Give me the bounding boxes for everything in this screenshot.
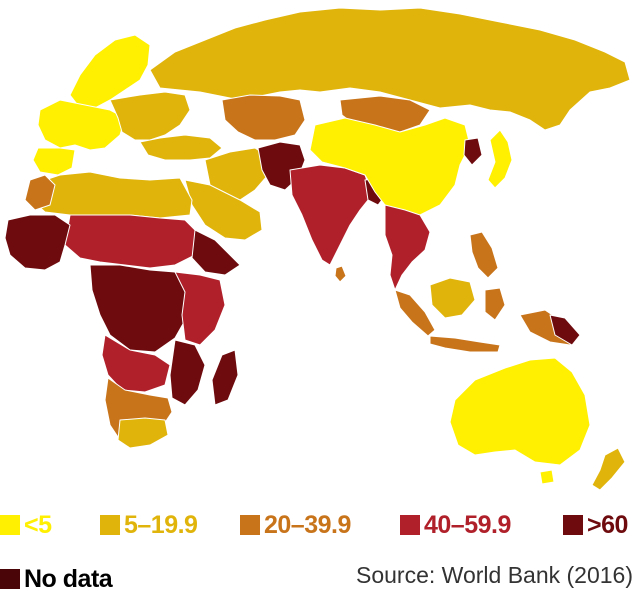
region-mozambique: [169, 339, 206, 406]
legend-label-nodata: No data: [24, 564, 113, 593]
legend-item-20-39: 20–39.9: [240, 510, 351, 540]
region-west-africa: [4, 214, 71, 271]
region-iberia: [32, 147, 76, 176]
legend-label-40-59: 40–59.9: [424, 510, 511, 539]
legend-swatch-5-19: [100, 515, 120, 535]
region-sahel: [64, 214, 201, 269]
legend-item-nodata: No data: [0, 564, 113, 594]
legend-swatch-lt5: [0, 515, 20, 535]
legend: <5 5–19.9 20–39.9 40–59.9 >60: [0, 510, 639, 540]
region-russia: [149, 7, 631, 131]
region-arabia: [184, 179, 263, 241]
region-south-africa: [117, 417, 169, 449]
region-east-africa: [174, 271, 226, 346]
legend-swatch-nodata: [0, 569, 20, 589]
region-borneo: [429, 277, 476, 319]
legend-label-gt60: >60: [587, 510, 628, 539]
legend-swatch-gt60: [563, 515, 583, 535]
legend-label-lt5: <5: [24, 510, 52, 539]
region-madagascar: [211, 349, 239, 406]
region-japan: [487, 129, 513, 189]
region-turkey: [139, 134, 223, 161]
region-sri-lanka: [334, 265, 347, 283]
region-india: [289, 164, 373, 266]
region-north-africa: [29, 171, 193, 219]
legend-item-5-19: 5–19.9: [100, 510, 198, 540]
region-png: [549, 314, 581, 346]
region-china: [309, 117, 471, 216]
legend-item-lt5: <5: [0, 510, 52, 540]
region-angola: [101, 334, 171, 393]
legend-swatch-40-59: [400, 515, 420, 535]
region-philippines: [469, 231, 499, 279]
legend-nodata-row: No data: [0, 564, 639, 594]
region-morocco: [24, 174, 56, 211]
choropleth-map: [4, 7, 631, 491]
region-sulawesi: [484, 287, 506, 321]
legend-label-5-19: 5–19.9: [124, 510, 198, 539]
region-eastern-europe: [109, 91, 191, 141]
region-central-africa: [89, 264, 191, 353]
region-korea: [463, 137, 483, 166]
legend-item-40-59: 40–59.9: [400, 510, 511, 540]
region-western-europe: [37, 99, 126, 151]
legend-swatch-20-39: [240, 515, 260, 535]
legend-item-gt60: >60: [563, 510, 628, 540]
source-credit: Source: World Bank (2016): [356, 562, 633, 588]
region-new-zealand: [591, 447, 626, 491]
region-horn-africa: [191, 229, 241, 276]
region-australia: [449, 357, 591, 466]
region-sumatra: [394, 289, 436, 337]
region-indochina: [384, 204, 431, 291]
region-central-asia: [221, 94, 306, 141]
legend-label-20-39: 20–39.9: [264, 510, 351, 539]
region-java: [429, 335, 501, 353]
region-tasmania: [539, 469, 555, 485]
